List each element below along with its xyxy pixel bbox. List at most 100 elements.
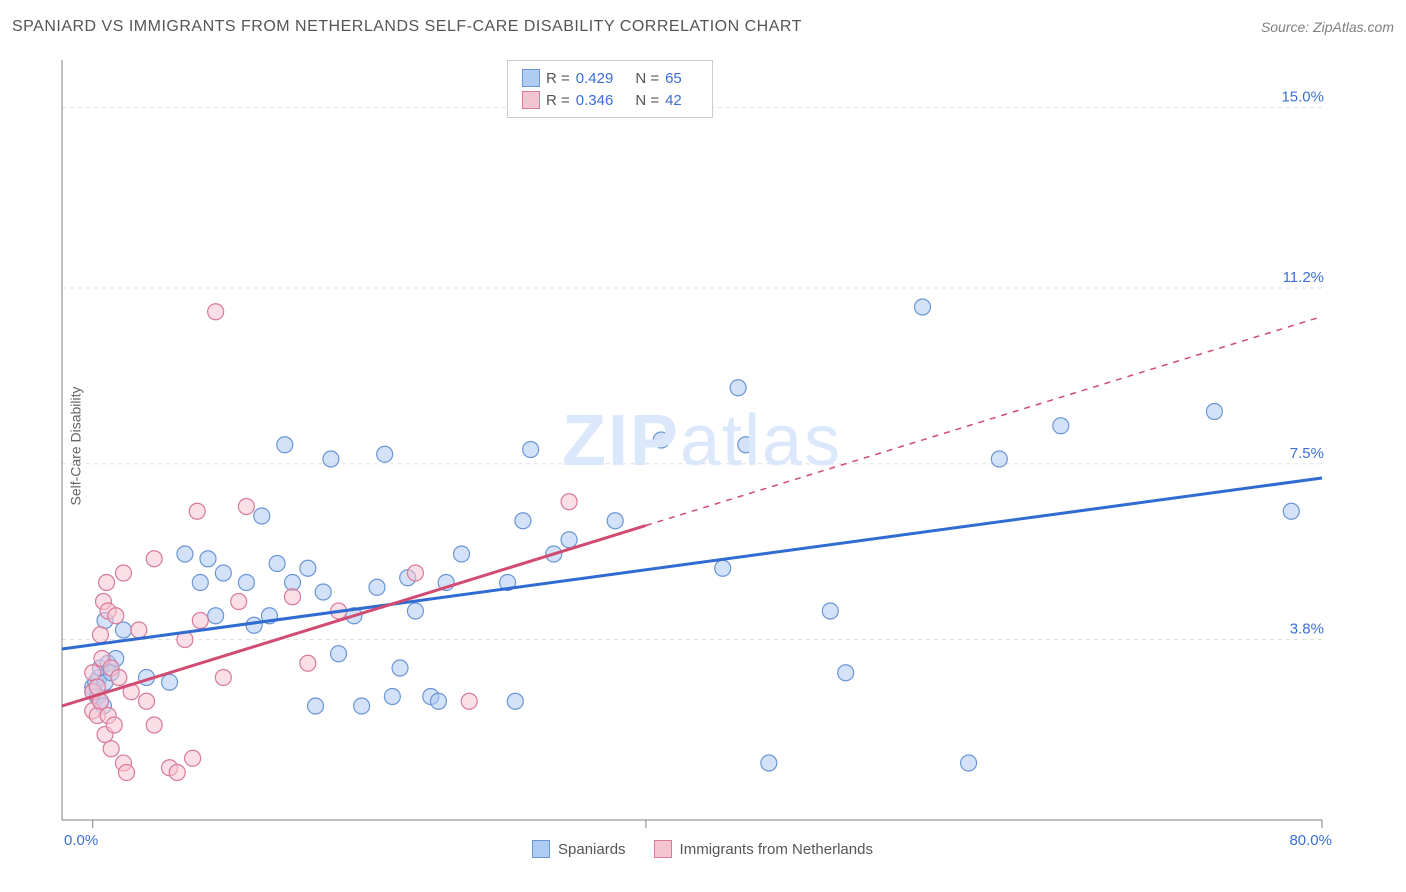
legend-swatch — [522, 69, 540, 87]
source-credit: Source: ZipAtlas.com — [1261, 19, 1394, 35]
scatter-point — [192, 575, 208, 591]
scatter-point — [200, 551, 216, 567]
scatter-point — [238, 499, 254, 515]
scatter-point — [1053, 418, 1069, 434]
n-value: 65 — [665, 70, 682, 87]
x-axis-start-label: 0.0% — [64, 832, 98, 849]
scatter-point — [185, 750, 201, 766]
scatter-point — [103, 741, 119, 757]
y-tick-label: 15.0% — [1281, 89, 1324, 106]
scatter-point — [730, 380, 746, 396]
scatter-point — [146, 717, 162, 733]
scatter-point — [246, 617, 262, 633]
scatter-point — [146, 551, 162, 567]
scatter-point — [653, 432, 669, 448]
scatter-point — [961, 755, 977, 771]
correlation-legend: R = 0.429 N = 65 R = 0.346 N = 42 — [507, 60, 713, 118]
scatter-point — [177, 546, 193, 562]
scatter-point — [354, 698, 370, 714]
scatter-point — [300, 560, 316, 576]
scatter-point — [300, 655, 316, 671]
scatter-point — [369, 579, 385, 595]
scatter-point — [407, 565, 423, 581]
scatter-point — [323, 451, 339, 467]
scatter-point — [561, 494, 577, 510]
scatter-point — [308, 698, 324, 714]
legend-swatch — [654, 840, 672, 858]
r-label: R = — [546, 92, 570, 109]
scatter-point — [208, 304, 224, 320]
legend-swatch — [532, 840, 550, 858]
scatter-point — [115, 565, 131, 581]
scatter-point — [108, 608, 124, 624]
y-tick-label: 7.5% — [1290, 445, 1324, 462]
scatter-point — [507, 693, 523, 709]
scatter-point — [99, 575, 115, 591]
scatter-point — [131, 622, 147, 638]
r-label: R = — [546, 70, 570, 87]
series-legend-item: Immigrants from Netherlands — [654, 840, 873, 858]
scatter-point — [139, 693, 155, 709]
source-value: ZipAtlas.com — [1313, 19, 1394, 35]
scatter-point — [392, 660, 408, 676]
series-name: Immigrants from Netherlands — [680, 841, 873, 858]
scatter-point — [85, 665, 101, 681]
scatter-point — [430, 693, 446, 709]
series-legend: Spaniards Immigrants from Netherlands — [532, 840, 873, 858]
source-prefix: Source: — [1261, 19, 1313, 35]
n-label: N = — [635, 70, 659, 87]
scatter-point — [111, 670, 127, 686]
n-value: 42 — [665, 92, 682, 109]
scatter-point — [738, 437, 754, 453]
scatter-point — [384, 689, 400, 705]
scatter-point — [914, 299, 930, 315]
series-legend-item: Spaniards — [532, 840, 626, 858]
scatter-point — [208, 608, 224, 624]
r-value: 0.346 — [576, 92, 614, 109]
scatter-point — [561, 532, 577, 548]
scatter-point — [277, 437, 293, 453]
scatter-point — [1283, 503, 1299, 519]
scatter-point — [284, 589, 300, 605]
scatter-point — [106, 717, 122, 733]
scatter-point — [169, 765, 185, 781]
scatter-point — [715, 560, 731, 576]
chart-area: 3.8%7.5%11.2%15.0% ZIPatlas R = 0.429N =… — [52, 60, 1332, 840]
scatter-point — [377, 446, 393, 462]
scatter-point — [92, 627, 108, 643]
scatter-point — [991, 451, 1007, 467]
chart-title: SPANIARD VS IMMIGRANTS FROM NETHERLANDS … — [12, 18, 802, 36]
r-value: 0.429 — [576, 70, 614, 87]
scatter-point — [254, 508, 270, 524]
scatter-point — [838, 665, 854, 681]
scatter-point — [607, 513, 623, 529]
legend-row: R = 0.346 N = 42 — [522, 89, 698, 111]
legend-swatch — [522, 91, 540, 109]
legend-row: R = 0.429 N = 65 — [522, 67, 698, 89]
y-tick-label: 11.2% — [1283, 269, 1324, 286]
scatter-point — [315, 584, 331, 600]
scatter-point — [284, 575, 300, 591]
n-label: N = — [635, 92, 659, 109]
scatter-point — [407, 603, 423, 619]
scatter-point — [189, 503, 205, 519]
scatter-point — [215, 670, 231, 686]
scatter-point — [269, 556, 285, 572]
scatter-point — [119, 765, 135, 781]
scatter-point — [215, 565, 231, 581]
scatter-point — [515, 513, 531, 529]
scatter-point — [331, 646, 347, 662]
scatter-point — [454, 546, 470, 562]
scatter-point — [238, 575, 254, 591]
trend-line-extrapolated — [646, 317, 1322, 526]
scatter-point — [115, 622, 131, 638]
scatter-point — [231, 594, 247, 610]
y-tick-label: 3.8% — [1290, 621, 1324, 638]
scatter-point — [523, 442, 539, 458]
scatter-plot-svg: 3.8% 7.5% 11.2% 15.0% — [52, 60, 1332, 830]
x-axis-end-label: 80.0% — [1289, 832, 1332, 849]
scatter-point — [1206, 404, 1222, 420]
scatter-point — [162, 674, 178, 690]
scatter-point — [761, 755, 777, 771]
series-name: Spaniards — [558, 841, 626, 858]
